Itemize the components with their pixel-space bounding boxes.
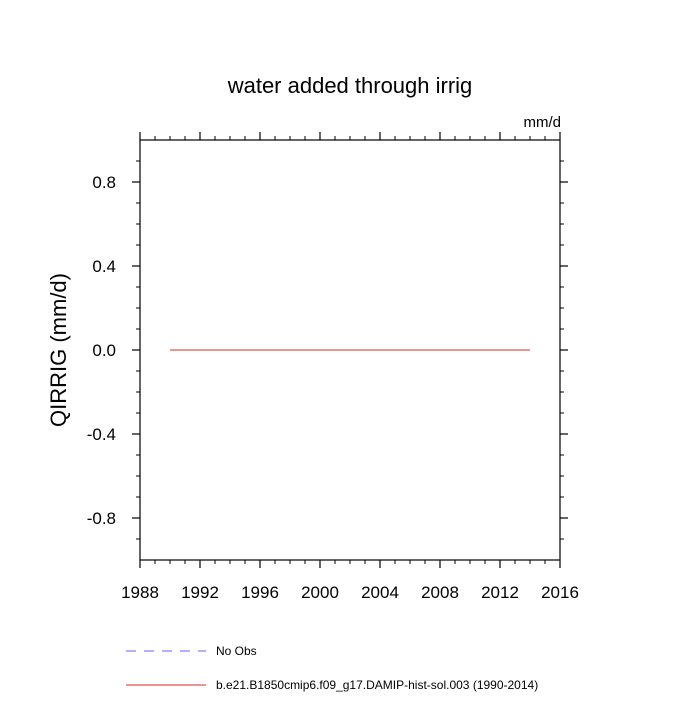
legend: No Obs b.e21.B1850cmip6.f09_g17.DAMIP-his… bbox=[126, 644, 538, 692]
x-tick-label: 2008 bbox=[421, 583, 459, 602]
y-tick-label: 0.8 bbox=[92, 173, 116, 192]
y-tick-label: 0.4 bbox=[92, 257, 116, 276]
x-tick-label: 1992 bbox=[181, 583, 219, 602]
x-tick-label: 1988 bbox=[121, 583, 159, 602]
x-tick-label: 2000 bbox=[301, 583, 339, 602]
y-axis: -0.8 -0.4 0.0 0.4 0.8 bbox=[87, 160, 568, 540]
y-tick-label: -0.4 bbox=[87, 425, 116, 444]
y-axis-title: QIRRIG (mm/d) bbox=[46, 273, 71, 427]
legend-label: No Obs bbox=[216, 644, 257, 658]
legend-label: b.e21.B1850cmip6.f09_g17.DAMIP-hist-sol.… bbox=[216, 678, 538, 692]
units-label: mm/d bbox=[524, 114, 562, 131]
y-tick-label: 0.0 bbox=[92, 341, 116, 360]
x-tick-label: 2012 bbox=[481, 583, 519, 602]
x-axis: 1988 1992 1996 2000 2004 2008 2012 2016 bbox=[121, 132, 579, 602]
x-tick-label: 2004 bbox=[361, 583, 399, 602]
chart-title: water added through irrig bbox=[227, 73, 473, 98]
x-tick-label: 2016 bbox=[541, 583, 579, 602]
y-tick-label: -0.8 bbox=[87, 509, 116, 528]
x-tick-label: 1996 bbox=[241, 583, 279, 602]
